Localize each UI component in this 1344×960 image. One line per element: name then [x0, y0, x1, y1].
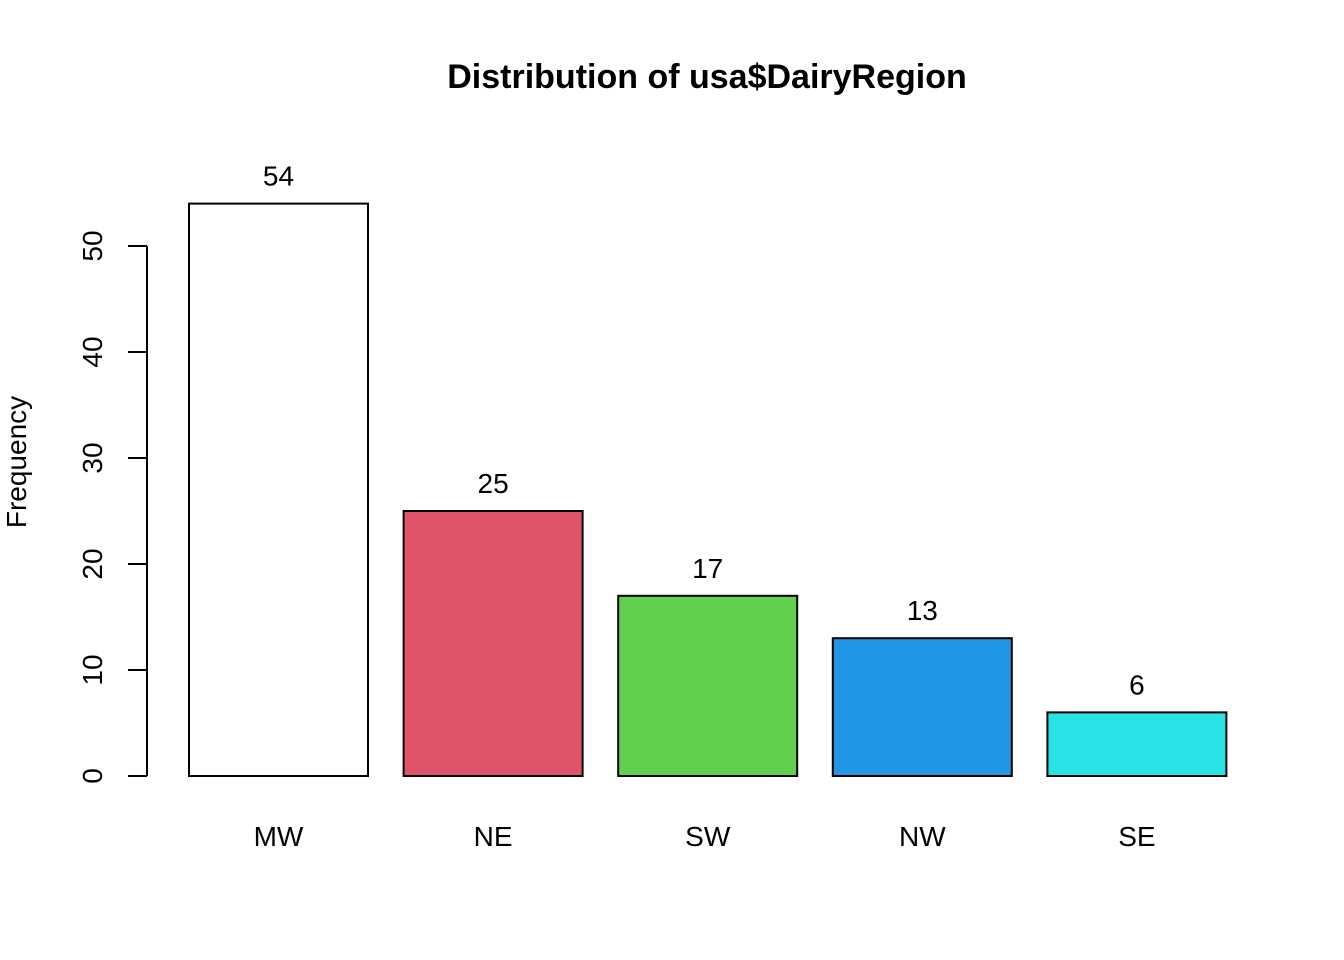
category-label: NE — [474, 821, 513, 852]
value-label: 54 — [263, 161, 294, 192]
y-tick-label: 50 — [77, 230, 108, 261]
y-tick-label: 10 — [77, 654, 108, 685]
category-label: NW — [899, 821, 946, 852]
category-labels-group: MW NE SW NW SE — [254, 821, 1156, 852]
bar-se — [1046, 711, 1228, 778]
y-axis: 0 10 20 30 40 50 — [77, 230, 148, 784]
y-tick-label: 0 — [77, 768, 108, 784]
category-label: MW — [254, 821, 304, 852]
value-label: 13 — [907, 595, 938, 626]
bar-sw — [617, 594, 799, 777]
value-label: 6 — [1129, 669, 1145, 700]
category-label: SW — [685, 821, 731, 852]
bar-ne — [402, 510, 584, 777]
y-tick-label: 20 — [77, 548, 108, 579]
bars-group — [188, 202, 1228, 778]
bar-mw — [188, 202, 369, 778]
y-tick-label: 40 — [77, 336, 108, 367]
value-label: 25 — [478, 468, 509, 499]
value-label: 17 — [692, 553, 723, 584]
bar-nw — [831, 637, 1013, 778]
y-tick-label: 30 — [77, 442, 108, 473]
chart-title: Distribution of usa$DairyRegion — [447, 58, 967, 96]
y-axis-label: Frequency — [1, 396, 32, 528]
value-labels-group: 54 25 17 13 6 — [263, 161, 1145, 701]
category-label: SE — [1118, 821, 1155, 852]
